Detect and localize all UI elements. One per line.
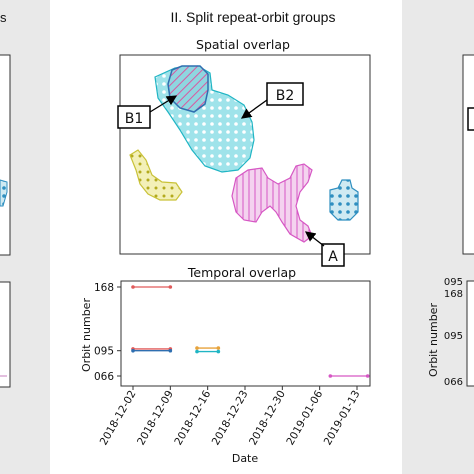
callout-b1-box — [117, 105, 151, 129]
right-ylabel: Orbit number — [427, 303, 440, 377]
callout-a-arrow — [304, 231, 325, 247]
temporal-plot: Temporal overlap Orbit number Date 2018-… — [80, 265, 371, 465]
callout-b1-label: B1 — [125, 111, 144, 127]
right-callout-box — [467, 107, 474, 131]
callout-b2-box — [266, 82, 304, 106]
x-tick-label: 2018-12-02 — [98, 389, 139, 448]
left-panel-title: s — [0, 10, 7, 25]
x-tick-label: 2019-01-06 — [284, 388, 325, 447]
callout-b2-arrow — [240, 99, 268, 119]
x-tick-label: 2018-12-23 — [210, 389, 251, 448]
spatial-plot: Spatial overlap B1 B2 A — [117, 37, 371, 267]
right-tick-4: 066 — [444, 377, 463, 388]
y-tick-label: 168 — [94, 282, 114, 294]
series-point — [365, 374, 370, 378]
series-point — [168, 285, 173, 289]
main-panel-title: II. Split repeat-orbit groups — [171, 9, 336, 25]
footprint-blue-small — [329, 179, 359, 221]
temporal-ylabel: Orbit number — [80, 298, 93, 372]
series-point — [328, 374, 333, 378]
y-tick-label: 095 — [94, 346, 114, 358]
footprint-b1 — [167, 65, 209, 113]
callout-a-label: A — [328, 249, 338, 265]
x-tick-label: 2019-01-13 — [322, 389, 363, 448]
spatial-plot-title: Spatial overlap — [196, 37, 290, 52]
right-tick-3: 095 — [444, 331, 463, 342]
temporal-xlabel: Date — [232, 452, 259, 465]
series-point — [168, 348, 173, 353]
right-spatial-axes — [462, 54, 474, 255]
right-panel: Orbit number 095 168 095 066 — [427, 54, 474, 388]
callout-a-box — [321, 243, 345, 267]
temporal-axes-frame — [120, 280, 371, 387]
left-spatial-axes — [0, 54, 11, 256]
series-point — [131, 348, 135, 353]
footprint-yellow — [129, 149, 183, 201]
left-blue-footprint — [0, 179, 8, 207]
left-panel: s — [0, 10, 11, 388]
right-tick-1: 095 — [444, 277, 463, 288]
x-tick-label: 2018-12-16 — [172, 388, 213, 447]
y-tick-label: 066 — [94, 371, 114, 383]
right-tick-2: 168 — [444, 289, 463, 300]
series-point — [131, 285, 135, 289]
right-temporal-axes — [466, 280, 474, 387]
series-point — [195, 349, 199, 354]
series-point — [216, 346, 221, 350]
x-tick-label: 2018-12-30 — [247, 389, 288, 448]
series-point — [216, 349, 221, 354]
series-point — [195, 346, 199, 350]
callout-b1-arrow — [149, 95, 178, 113]
left-temporal-axes — [0, 281, 11, 388]
x-tick-label: 2018-12-09 — [135, 389, 176, 448]
callout-b2-label: B2 — [276, 88, 295, 104]
footprint-a — [231, 163, 313, 243]
temporal-plot-title: Temporal overlap — [187, 265, 296, 280]
right-panel-bg — [402, 0, 474, 474]
